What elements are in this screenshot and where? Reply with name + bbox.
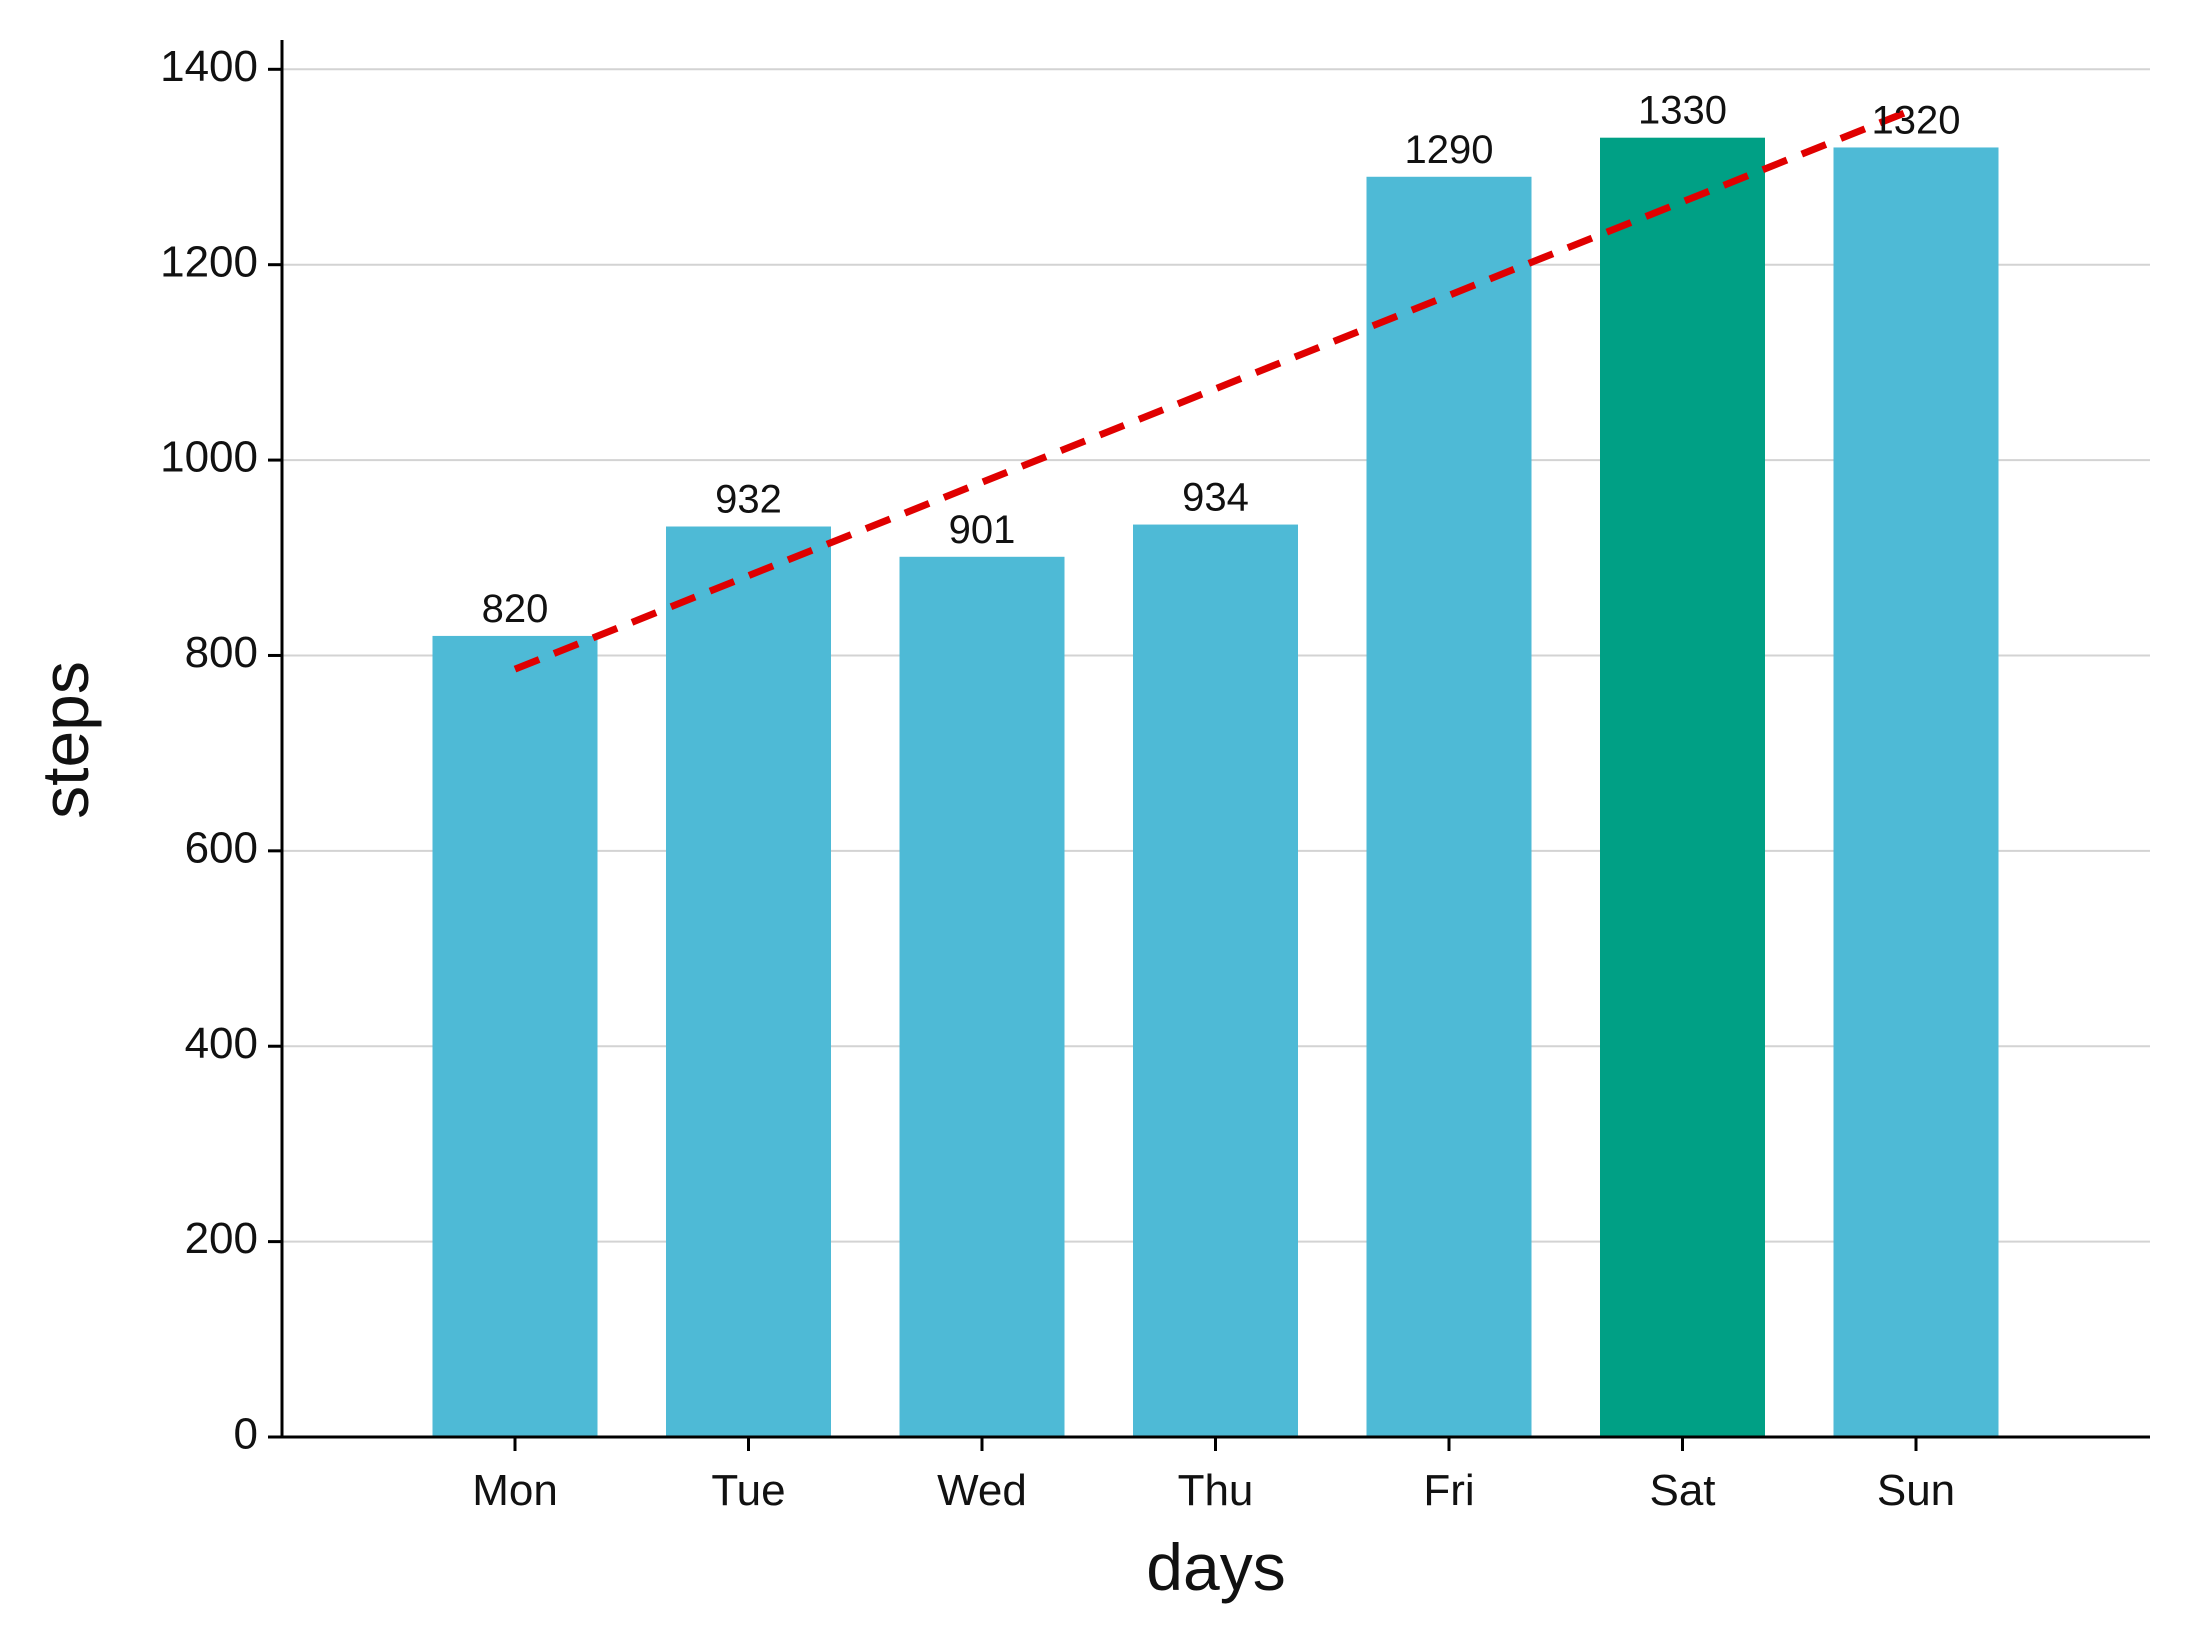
bar-sat <box>1600 137 1765 1438</box>
data-label: 1330 <box>1638 89 1727 133</box>
x-axis-title: days <box>1146 1530 1285 1604</box>
data-label: 820 <box>482 587 549 631</box>
y-axis-title: steps <box>28 661 102 819</box>
data-label: 901 <box>949 508 1016 552</box>
axes <box>268 40 2150 1451</box>
x-tick-label: Thu <box>1178 1466 1254 1515</box>
x-tick-label: Fri <box>1423 1466 1474 1515</box>
x-tick-label: Wed <box>937 1466 1027 1515</box>
y-tick-label: 800 <box>185 628 258 677</box>
y-tick-label: 600 <box>185 823 258 872</box>
data-label: 932 <box>715 478 782 522</box>
x-tick-label: Tue <box>711 1466 785 1515</box>
bar-thu <box>1133 524 1298 1437</box>
data-label: 934 <box>1182 476 1249 520</box>
bar-wed <box>899 556 1065 1437</box>
bar-mon <box>432 635 598 1437</box>
y-tick-label: 200 <box>185 1214 258 1263</box>
labels: 0 200 400 600 800 1000 1200 1400 820 Mon 932 Tue 901… <box>160 42 1960 1515</box>
data-label: 1290 <box>1405 128 1494 172</box>
bar-sun <box>1833 147 1999 1437</box>
bars <box>432 137 1999 1438</box>
y-tick-label: 1000 <box>160 433 258 482</box>
y-tick-label: 0 <box>234 1410 258 1459</box>
x-tick-label: Mon <box>472 1466 558 1515</box>
data-label: 1320 <box>1872 98 1961 142</box>
y-tick-label: 1400 <box>160 42 258 91</box>
y-tick-label: 1200 <box>160 237 258 286</box>
x-tick-label: Sun <box>1877 1466 1955 1515</box>
x-tick-label: Sat <box>1649 1466 1715 1515</box>
bar-tue <box>666 526 831 1437</box>
bar-fri <box>1366 176 1532 1437</box>
y-tick-label: 400 <box>185 1019 258 1068</box>
